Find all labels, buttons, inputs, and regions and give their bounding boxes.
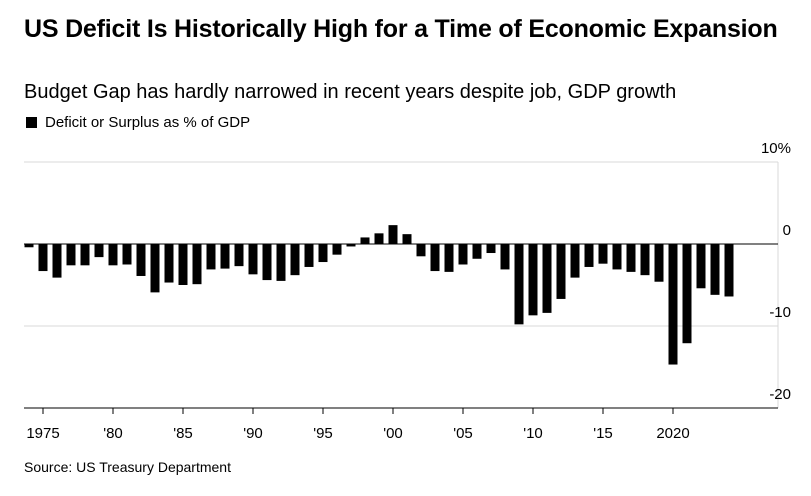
y-tick-label: -10: [769, 304, 791, 321]
bar-1992: [276, 244, 286, 281]
bar-1987: [206, 244, 216, 270]
bar-2020: [668, 244, 678, 365]
bar-1996: [332, 244, 342, 255]
bar-2008: [500, 244, 510, 270]
bar-2023: [710, 244, 720, 295]
x-tick-label: '90: [243, 425, 263, 442]
bar-2024: [724, 244, 734, 297]
legend-label: Deficit or Surplus as % of GDP: [45, 114, 251, 131]
y-tick-label: 0: [783, 222, 791, 239]
chart-title: US Deficit Is Historically High for a Ti…: [24, 15, 778, 43]
bar-1978: [80, 244, 90, 266]
bar-2009: [514, 244, 524, 325]
x-axis: 1975 '80 '85 '90 '95 '00 '05 '10 '15 2020: [24, 407, 778, 442]
x-tick-label: '80: [103, 425, 123, 442]
bar-2005: [458, 244, 468, 265]
bar-2014: [584, 244, 594, 267]
bar-2007: [486, 244, 496, 254]
bar-1985: [178, 244, 188, 285]
bar-1979: [94, 244, 104, 258]
bar-2011: [542, 244, 552, 313]
x-tick-label: 1975: [26, 425, 59, 442]
bar-2000: [388, 225, 398, 244]
y-tick-label: 10%: [761, 140, 791, 157]
bar-2016: [612, 244, 622, 270]
bars: [24, 225, 734, 365]
bar-2013: [570, 244, 580, 278]
x-tick-label: '05: [453, 425, 473, 442]
bar-1988: [220, 244, 230, 269]
bar-1984: [164, 244, 174, 283]
source-note: Source: US Treasury Department: [24, 459, 231, 475]
bar-2010: [528, 244, 538, 316]
bar-2015: [598, 244, 608, 264]
bar-1975: [38, 244, 48, 272]
bar-1998: [360, 237, 370, 244]
y-axis-labels: 10% 0 -10 -20: [761, 140, 791, 403]
chart-subtitle: Budget Gap has hardly narrowed in recent…: [24, 81, 677, 103]
bar-2001: [402, 234, 412, 244]
bar-1997: [346, 244, 356, 247]
bar-2006: [472, 244, 482, 259]
bar-2019: [654, 244, 664, 282]
bar-1980: [108, 244, 118, 266]
x-tick-label: 2020: [656, 425, 689, 442]
bar-1983: [150, 244, 160, 293]
bar-2022: [696, 244, 706, 289]
x-tick-label: '95: [313, 425, 333, 442]
bar-2012: [556, 244, 566, 299]
bar-1974: [24, 244, 34, 248]
x-tick-label: '10: [523, 425, 543, 442]
bar-1982: [136, 244, 146, 276]
x-tick-label: '85: [173, 425, 193, 442]
bar-1995: [318, 244, 328, 263]
bar-1993: [290, 244, 300, 276]
bar-1976: [52, 244, 62, 278]
bar-1989: [234, 244, 244, 267]
bar-1999: [374, 233, 384, 244]
bar-1977: [66, 244, 76, 266]
bar-2018: [640, 244, 650, 276]
bar-1990: [248, 244, 258, 275]
y-tick-label: -20: [769, 386, 791, 403]
x-tick-label: '00: [383, 425, 403, 442]
bar-1994: [304, 244, 314, 267]
bar-1981: [122, 244, 132, 265]
bar-2004: [444, 244, 454, 272]
bar-2003: [430, 244, 440, 272]
x-tick-label: '15: [593, 425, 613, 442]
bar-1991: [262, 244, 272, 281]
bar-2017: [626, 244, 636, 272]
bar-1986: [192, 244, 202, 285]
legend: Deficit or Surplus as % of GDP: [26, 114, 250, 131]
bar-2002: [416, 244, 426, 257]
gridlines: [24, 161, 779, 409]
legend-swatch: [26, 117, 37, 128]
bar-2021: [682, 244, 692, 344]
